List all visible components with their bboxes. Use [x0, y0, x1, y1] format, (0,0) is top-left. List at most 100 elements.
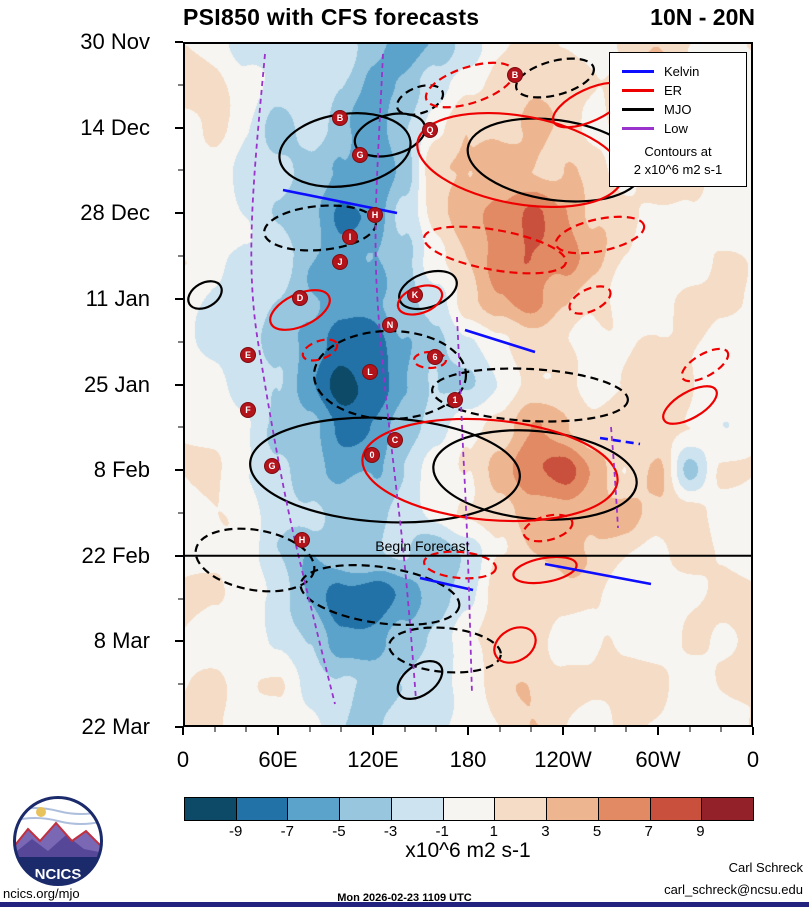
- x-tick-label: 0: [176, 747, 190, 772]
- tropical-cyclone-symbol: B: [333, 111, 347, 125]
- site-url: ncics.org/mjo: [3, 886, 80, 901]
- x-tick-minor: [594, 727, 596, 732]
- legend-label: MJO: [664, 102, 692, 117]
- y-tick-minor: [178, 255, 183, 257]
- colorbar-tick-label: 1: [489, 823, 498, 840]
- y-tick-minor: [178, 426, 183, 428]
- x-tick-label: 120E: [347, 747, 399, 772]
- y-tick-label: 30 Nov: [80, 29, 150, 54]
- bottom-bar: [0, 902, 809, 907]
- y-tick-label: 22 Feb: [81, 542, 151, 568]
- y-tick-minor: [178, 598, 183, 600]
- tropical-cyclone-symbol: E: [241, 348, 255, 362]
- tropical-cyclone-symbol: H: [368, 208, 382, 222]
- tropical-cyclone-symbol: 1: [448, 393, 462, 407]
- kelvin-line-icon: [622, 70, 654, 73]
- colorbar-segment: [701, 798, 754, 820]
- tropical-cyclone-symbol: H: [295, 533, 309, 547]
- colorbar-tick-label: -3: [383, 823, 398, 840]
- colorbar-segment: [390, 798, 443, 820]
- y-tick-minor: [178, 512, 183, 514]
- colorbar-tick-label: -1: [435, 823, 449, 840]
- x-tick-minor: [214, 727, 216, 732]
- x-tick: [182, 727, 184, 735]
- colorbar: [184, 797, 754, 821]
- x-tick-minor: [689, 727, 691, 732]
- x-tick: [372, 727, 374, 735]
- begin-forecast-label: Begin Forecast: [375, 537, 470, 554]
- lat-band-label: 10N - 20N: [650, 4, 755, 30]
- colorbar-tick-label: -9: [228, 823, 243, 840]
- colorbar-segment: [185, 798, 236, 820]
- legend-item-low: Low: [618, 121, 738, 136]
- colorbar-segment: [649, 798, 702, 820]
- colorbar-segment: [235, 798, 288, 820]
- svg-text:NCICS: NCICS: [35, 866, 82, 883]
- legend-label: Kelvin: [664, 64, 700, 79]
- ncics-logo-image: NCICS: [13, 796, 103, 886]
- y-tick-minor: [178, 683, 183, 685]
- colorbar-segment: [339, 798, 391, 820]
- y-tick-label: 8 Mar: [93, 628, 150, 654]
- colorbar-tick-label: -7: [280, 823, 294, 840]
- tropical-cyclone-symbol: Q: [423, 123, 437, 137]
- legend-label: Low: [664, 121, 688, 136]
- x-tick: [277, 727, 279, 735]
- x-tick-label: 180: [449, 747, 487, 772]
- x-tick-minor: [625, 727, 627, 732]
- tropical-cyclone-symbol: 0: [365, 448, 379, 462]
- tropical-cyclone-symbol: N: [383, 318, 397, 332]
- legend-note: Contours at 2 x10^6 m2 s-1: [618, 143, 738, 178]
- colorbar-segment: [442, 798, 495, 820]
- y-tick: [175, 726, 183, 728]
- x-tick: [467, 727, 469, 735]
- x-tick-minor: [720, 727, 722, 732]
- y-tick-label: 14 Dec: [80, 114, 150, 140]
- timestamp: Mon 2026-02-23 1109 UTC: [337, 892, 472, 904]
- y-tick-label: 11 Jan: [85, 285, 150, 311]
- er-line-icon: [622, 89, 654, 92]
- mjo-line-icon: [622, 108, 654, 111]
- y-tick: [175, 297, 183, 300]
- y-tick: [175, 469, 183, 472]
- tropical-cyclone-symbol: G: [353, 148, 367, 162]
- legend-label: ER: [664, 83, 683, 98]
- y-tick-label: 22 Mar: [81, 714, 150, 739]
- colorbar-tick-label: 3: [541, 823, 550, 840]
- y-tick: [175, 126, 183, 129]
- y-tick: [175, 554, 183, 557]
- legend-box: Kelvin ER MJO Low Contours at 2 x10^6 m2…: [609, 52, 747, 188]
- y-tick-label: 8 Feb: [93, 457, 150, 483]
- y-tick-label: 28 Dec: [80, 200, 150, 226]
- x-tick: [562, 727, 564, 735]
- x-tick-minor: [499, 727, 501, 732]
- tropical-cyclone-symbol: I: [343, 230, 357, 244]
- x-tick-label: 120W: [534, 747, 592, 772]
- y-tick: [175, 640, 183, 643]
- x-tick-label: 60W: [635, 747, 681, 772]
- y-tick-minor: [178, 84, 183, 86]
- colorbar-tick-label: 5: [592, 823, 602, 840]
- x-tick-minor: [530, 727, 532, 732]
- colorbar-segment: [287, 798, 340, 820]
- tropical-cyclone-symbol: F: [241, 403, 255, 417]
- author-email: carl_schreck@ncsu.edu: [664, 882, 803, 897]
- tropical-cyclone-symbol: D: [293, 291, 307, 305]
- legend-item-kelvin: Kelvin: [618, 64, 738, 79]
- ncics-logo: NCICS: [12, 795, 104, 887]
- x-tick-minor: [245, 727, 247, 732]
- tropical-cyclone-symbol: B: [508, 68, 522, 82]
- y-tick: [175, 383, 183, 386]
- legend-item-mjo: MJO: [618, 102, 738, 117]
- x-tick-label: 60E: [258, 747, 298, 772]
- colorbar-unit-label: x10^6 m2 s-1: [405, 839, 531, 862]
- legend-note-line2: 2 x10^6 m2 s-1: [633, 161, 723, 177]
- y-tick: [175, 41, 183, 43]
- y-tick-minor: [178, 341, 183, 343]
- x-tick: [657, 727, 659, 735]
- x-tick-label: 0: [746, 747, 760, 772]
- x-tick-minor: [340, 727, 342, 732]
- x-tick-minor: [404, 727, 406, 732]
- x-tick: [752, 727, 754, 735]
